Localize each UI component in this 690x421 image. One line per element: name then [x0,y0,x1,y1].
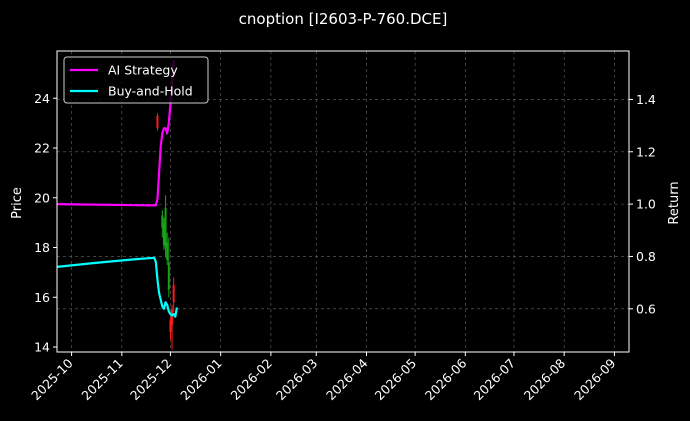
series-lines [56,60,178,318]
candle-body [172,284,175,303]
candle-body [161,215,164,228]
y-right-tick-label: 1.4 [636,92,656,107]
candle-body [166,242,169,260]
candle-body [167,262,170,290]
y-right-tick-label: 1.0 [636,197,656,212]
y-left-tick-label: 18 [34,240,50,255]
y-axis-left-label: Price [10,187,25,219]
y-axis-left: 14 16 18 20 22 24 [34,91,57,355]
series-line-ai-strategy [56,60,175,207]
y-left-tick-label: 14 [34,340,50,355]
y-left-tick-label: 16 [34,290,50,305]
y-left-tick-label: 24 [34,91,50,106]
legend-label: AI Strategy [108,63,178,78]
legend-label: Buy-and-Hold [108,84,193,99]
y-left-tick-label: 20 [34,190,50,205]
candle-body [156,115,159,129]
y-right-tick-label: 0.8 [636,249,656,264]
y-right-tick-label: 1.2 [636,144,656,159]
plot-frame [56,50,630,353]
candle-body [162,222,165,246]
y-left-tick-label: 22 [34,141,50,156]
y-axis-right: 0.6 0.8 1.0 1.2 1.4 [629,92,656,316]
candle-body [164,207,167,248]
y-right-tick-label: 0.6 [636,301,656,316]
candle-body [169,319,172,333]
candlesticks [156,113,175,350]
chart-title: cnoption [I2603-P-760.DCE] [239,10,448,28]
legend: AI Strategy Buy-and-Hold [63,56,209,104]
y-axis-right-label: Return [667,181,682,224]
series-line-buy-and-hold [56,256,178,318]
legend-box [63,56,209,104]
candle-body [171,309,174,325]
